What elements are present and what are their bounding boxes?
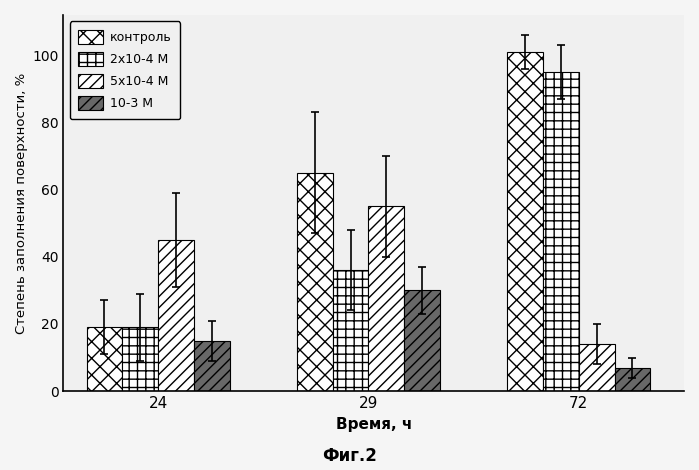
Bar (404, 290, 440, 391)
Legend: контроль, 2х10-4 М, 5х10-4 М, 10-3 М: контроль, 2х10-4 М, 5х10-4 М, 10-3 М (70, 21, 180, 119)
Bar (122, 327, 158, 391)
X-axis label: Время, ч: Время, ч (336, 416, 412, 431)
Bar (614, 368, 650, 391)
Bar (368, 206, 404, 391)
Y-axis label: Степень заполнения поверхности, %: Степень заполнения поверхности, % (15, 72, 28, 334)
Bar (333, 270, 368, 391)
Bar (158, 240, 194, 391)
Bar (507, 52, 543, 391)
Bar (87, 327, 122, 391)
Text: Фиг.2: Фиг.2 (322, 447, 377, 465)
Bar (297, 173, 333, 391)
Bar (579, 344, 614, 391)
Bar (194, 341, 229, 391)
Bar (543, 72, 579, 391)
